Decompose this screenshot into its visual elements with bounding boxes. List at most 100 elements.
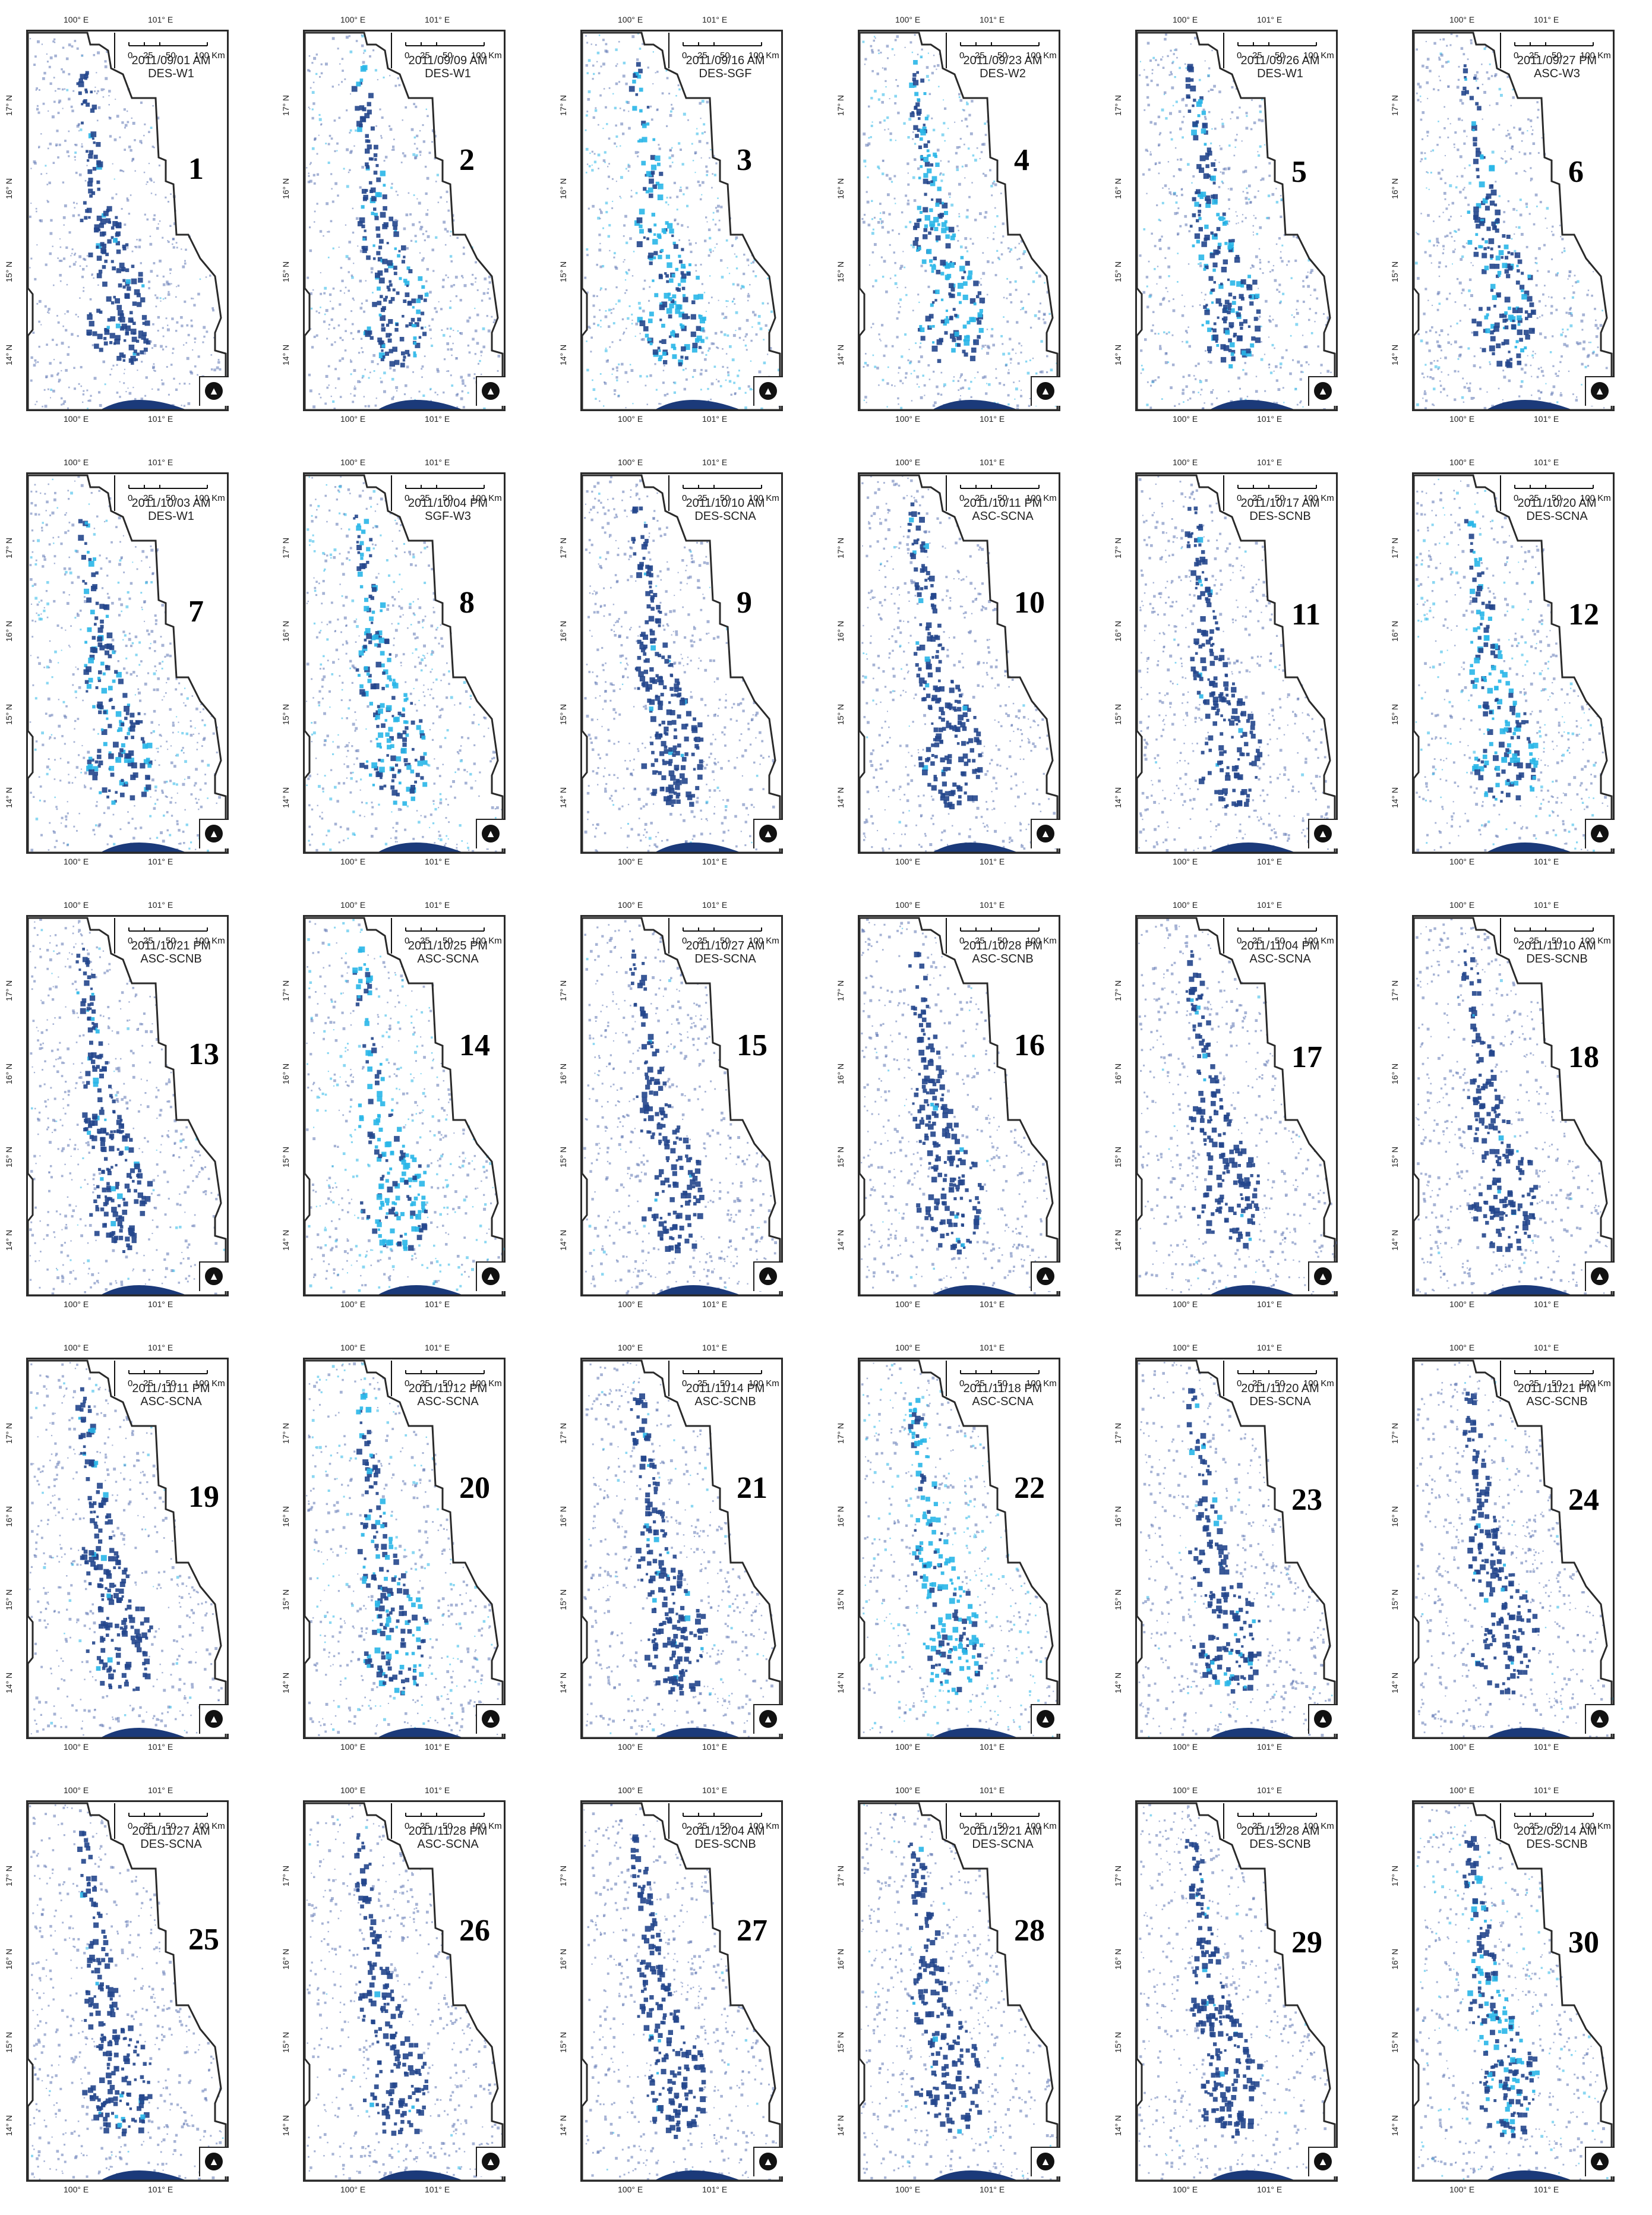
- flood-pixel: [1427, 299, 1429, 301]
- flood-pixel: [962, 349, 966, 354]
- flood-pixel: [74, 550, 77, 553]
- flood-pixel: [422, 124, 424, 127]
- scale-label-25: 25: [143, 493, 153, 503]
- flood-pixel: [738, 370, 740, 372]
- flood-pixel: [1156, 204, 1158, 207]
- flood-pixel: [97, 733, 99, 735]
- lon-top-100: 100° E: [1449, 15, 1474, 24]
- flood-pixel: [202, 738, 206, 741]
- flood-pixel: [1545, 383, 1547, 384]
- flood-pixel: [1211, 194, 1215, 199]
- flood-pixel: [182, 747, 184, 749]
- flood-pixel: [634, 335, 636, 337]
- flood-pixel: [90, 395, 92, 397]
- flood-pixel: [1460, 258, 1463, 261]
- flood-pixel: [421, 376, 423, 378]
- flood-pixel: [933, 217, 939, 223]
- lat-14: 14° N: [4, 345, 14, 365]
- acquisition-info: 2011/09/09 AM DES-W1: [391, 54, 504, 80]
- flood-pixel: [1014, 247, 1016, 249]
- flood-pixel: [1228, 239, 1232, 243]
- flood-pixel: [681, 286, 686, 291]
- flood-pixel: [940, 272, 945, 276]
- flood-pixel: [424, 292, 429, 297]
- flood-pixel: [403, 393, 406, 396]
- flood-pixel: [1280, 366, 1282, 369]
- flood-pixel: [912, 310, 914, 311]
- lon-top-101: 101° E: [425, 457, 450, 467]
- flood-pixel: [1235, 211, 1237, 213]
- flood-pixel: [882, 211, 885, 214]
- flood-pixel: [885, 173, 889, 177]
- flood-pixel: [1467, 347, 1470, 350]
- flood-pixel: [187, 333, 190, 336]
- flood-pixel: [1538, 397, 1541, 400]
- flood-pixel: [375, 226, 380, 231]
- lon-top-100: 100° E: [340, 457, 365, 467]
- flood-pixel: [1236, 223, 1237, 225]
- flood-pixel: [706, 141, 709, 144]
- flood-pixel: [678, 239, 681, 241]
- flood-pixel: [48, 312, 50, 314]
- flood-extent-layer: [861, 34, 1058, 411]
- flood-pixel: [462, 406, 465, 409]
- flood-pixel: [392, 220, 398, 226]
- flood-pixel: [1174, 76, 1176, 78]
- flood-pixel: [661, 228, 667, 233]
- flood-pixel: [1199, 304, 1201, 306]
- flood-pixel: [34, 359, 37, 362]
- flood-pixel: [1535, 284, 1538, 287]
- flood-pixel: [668, 292, 671, 296]
- flood-pixel: [103, 812, 106, 814]
- flood-pixel: [1183, 116, 1185, 118]
- flood-pixel: [1248, 295, 1252, 298]
- flood-pixel: [926, 149, 930, 153]
- flood-pixel: [1280, 300, 1282, 303]
- flood-pixel: [134, 245, 136, 248]
- flood-pixel: [919, 137, 923, 141]
- flood-pixel: [1196, 164, 1202, 169]
- flood-pixel: [886, 406, 888, 408]
- flood-pixel: [379, 108, 381, 111]
- flood-pixel: [941, 222, 947, 228]
- flood-pixel: [443, 334, 446, 337]
- flood-pixel: [1177, 253, 1179, 254]
- flood-pixel: [128, 750, 134, 756]
- flood-pixel: [615, 376, 618, 379]
- flood-pixel: [1309, 308, 1311, 310]
- flood-pixel: [1300, 364, 1303, 367]
- flood-pixel: [1191, 130, 1197, 135]
- flood-pixel: [731, 245, 733, 247]
- flood-pixel: [705, 216, 707, 219]
- flood-pixel: [1317, 345, 1319, 348]
- flood-pixel: [615, 286, 618, 289]
- flood-pixel: [419, 228, 422, 231]
- flood-pixel: [115, 193, 118, 195]
- flood-pixel: [440, 308, 443, 311]
- flood-pixel: [1563, 247, 1565, 250]
- flood-pixel: [1198, 78, 1201, 81]
- north-arrow: ▲: [476, 376, 506, 406]
- flood-pixel: [600, 287, 602, 290]
- flood-pixel: [699, 102, 702, 105]
- flood-pixel: [345, 36, 349, 39]
- flood-pixel: [883, 354, 886, 357]
- flood-pixel: [144, 682, 147, 686]
- flood-pixel: [930, 163, 934, 167]
- flood-pixel: [110, 316, 116, 321]
- flood-pixel: [1587, 365, 1590, 367]
- flood-pixel: [197, 292, 200, 296]
- flood-pixel: [1536, 317, 1539, 319]
- flood-pixel: [748, 264, 750, 266]
- flood-pixel: [382, 194, 387, 200]
- flood-pixel: [863, 366, 865, 368]
- flood-pixel: [935, 203, 940, 207]
- flood-pixel: [1221, 125, 1225, 128]
- flood-pixel: [162, 661, 164, 663]
- flood-pixel: [453, 284, 456, 286]
- scale-label-100: 100 Km: [471, 51, 502, 61]
- flood-pixel: [330, 173, 333, 175]
- flood-pixel: [624, 214, 627, 218]
- flood-pixel: [930, 180, 933, 183]
- flood-pixel: [731, 244, 734, 247]
